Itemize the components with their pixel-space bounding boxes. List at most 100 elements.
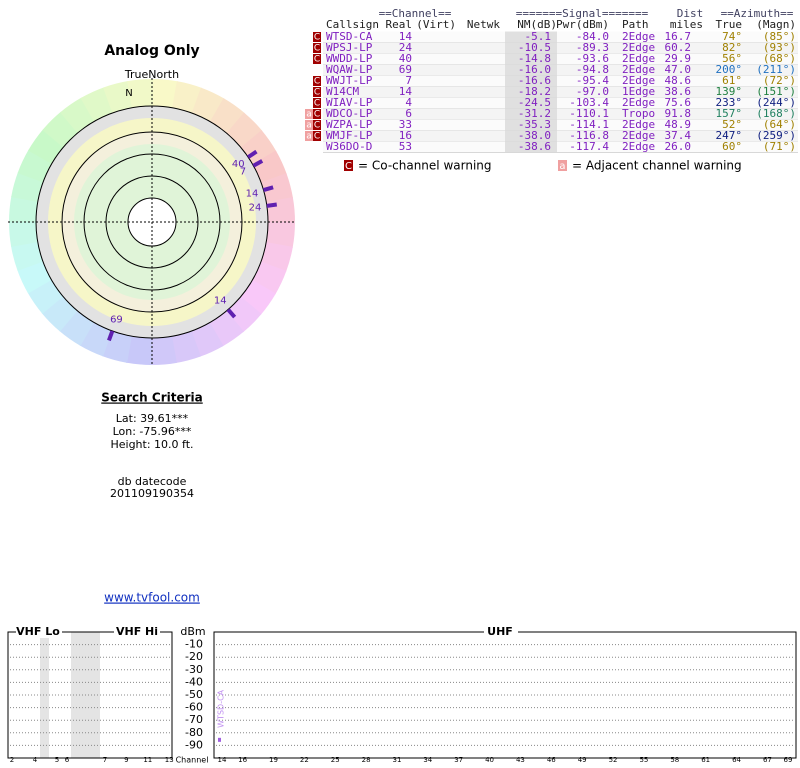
station-marker: [262, 185, 274, 192]
cell-true: 74°: [722, 30, 742, 43]
adj-flag-box: [558, 160, 567, 171]
site-link-text[interactable]: www.tvfool.com: [104, 591, 200, 605]
row-bg: [323, 75, 798, 87]
column-header: Path: [622, 18, 649, 31]
x-tick-label: 46: [547, 756, 556, 764]
hue-sector: [8, 220, 38, 247]
station-name: WTSD-CA: [217, 689, 226, 728]
hue-sector: [59, 310, 94, 346]
cell-magn: (244°): [756, 96, 796, 109]
cell-pwr: -114.1: [569, 118, 609, 131]
column-header: NM(dB): [517, 18, 557, 31]
station-marker: [226, 308, 237, 319]
x-tick-label: 28: [362, 756, 371, 764]
cell-magn: (72°): [763, 74, 796, 87]
warning-box: [313, 109, 321, 119]
cell-real: 69: [399, 63, 412, 76]
cell-path: 1Edge: [622, 85, 655, 98]
cell-pwr: -117.4: [569, 140, 609, 153]
site-link[interactable]: www.tvfool.com: [104, 591, 200, 605]
vhf-lo-label: VHF Lo: [16, 625, 60, 638]
cell-true: 233°: [716, 96, 743, 109]
polar-title: Analog Only: [104, 43, 199, 59]
warning-flag: C: [314, 99, 320, 109]
hue-sector: [251, 261, 287, 295]
unit-label: dBm: [180, 625, 205, 638]
nm-bg: [505, 86, 557, 98]
cell-nm: -24.5: [518, 96, 551, 109]
cell-pwr: -84.0: [576, 30, 609, 43]
label-bg: [484, 626, 518, 638]
x-tick-label: 19: [269, 756, 278, 764]
cell-nm: -38.6: [518, 140, 551, 153]
warning-flag: C: [314, 88, 320, 98]
cell-real: 33: [399, 118, 412, 131]
cell-magn: (93°): [763, 41, 796, 54]
hue-sector: [28, 129, 64, 164]
datecode: 201109190354: [110, 487, 194, 500]
warning-box: [313, 54, 321, 64]
column-header: (Virt): [416, 18, 456, 31]
warning-flag: C: [314, 55, 320, 65]
row-bg: [323, 108, 798, 120]
cell-real: 14: [399, 85, 413, 98]
cell-real: 14: [399, 30, 413, 43]
cell-nm: -31.2: [518, 107, 551, 120]
cell-real: 40: [399, 52, 412, 65]
x-tick-label: 64: [732, 756, 741, 764]
y-tick-label: -60: [185, 701, 203, 714]
nm-bg: [505, 53, 557, 65]
cell-callsign: W14CM: [326, 85, 359, 98]
cell-callsign: WDCO-LP: [326, 107, 373, 120]
cell-pwr: -103.4: [569, 96, 609, 109]
hue-sector: [240, 280, 276, 315]
datecode-label: db datecode: [118, 475, 187, 488]
co-flag: C: [345, 161, 352, 172]
column-header: Netwk: [467, 18, 500, 31]
cell-magn: (71°): [763, 140, 796, 153]
row-bg: [323, 130, 798, 142]
hue-sector: [152, 79, 179, 108]
y-tick-label: -10: [185, 638, 203, 651]
cell-path: 2Edge: [622, 118, 655, 131]
cell-callsign: WIAV-LP: [326, 96, 373, 109]
x-tick-label: 43: [516, 756, 525, 764]
hue-sector: [190, 322, 224, 357]
hue-sector: [103, 80, 133, 113]
warning-box: [313, 87, 321, 97]
nm-bg: [505, 64, 557, 76]
column-header: Pwr(dBm): [556, 18, 609, 31]
station-label: 24: [249, 203, 262, 214]
x-label: Channel: [176, 756, 209, 765]
x-tick-label: 13: [165, 756, 174, 764]
adj-text: = Adjacent channel warning: [572, 159, 742, 173]
hue-sector: [252, 150, 287, 184]
hue-sector: [10, 241, 43, 271]
criteria-height: Height: 10.0 ft.: [110, 438, 193, 451]
warning-box: [313, 32, 321, 42]
nm-bg: [505, 108, 557, 120]
cell-dist: 26.0: [665, 140, 692, 153]
cell-callsign: WTSD-CA: [326, 30, 373, 43]
co-flag-box: [344, 160, 353, 171]
x-tick-label: 5: [55, 756, 59, 764]
hue-sector: [266, 222, 295, 249]
y-tick-label: -20: [185, 650, 203, 663]
co-text: = Co-channel warning: [358, 159, 492, 173]
warning-flag: C: [314, 77, 320, 87]
hue-sector: [79, 321, 113, 357]
x-tick-label: 67: [763, 756, 772, 764]
hue-sector: [9, 195, 38, 222]
group-header: ==Azimuth==: [721, 7, 794, 20]
cell-true: 61°: [722, 74, 742, 87]
cell-path: 2Edge: [622, 96, 655, 109]
x-tick-label: 25: [331, 756, 340, 764]
adj-flag: a: [559, 161, 565, 172]
cell-dist: 37.4: [665, 129, 692, 142]
cell-dist: 75.6: [665, 96, 692, 109]
x-tick-label: 31: [392, 756, 401, 764]
nm-bg: [505, 42, 557, 54]
row-bg: [323, 119, 798, 131]
cell-magn: (64°): [763, 118, 796, 131]
